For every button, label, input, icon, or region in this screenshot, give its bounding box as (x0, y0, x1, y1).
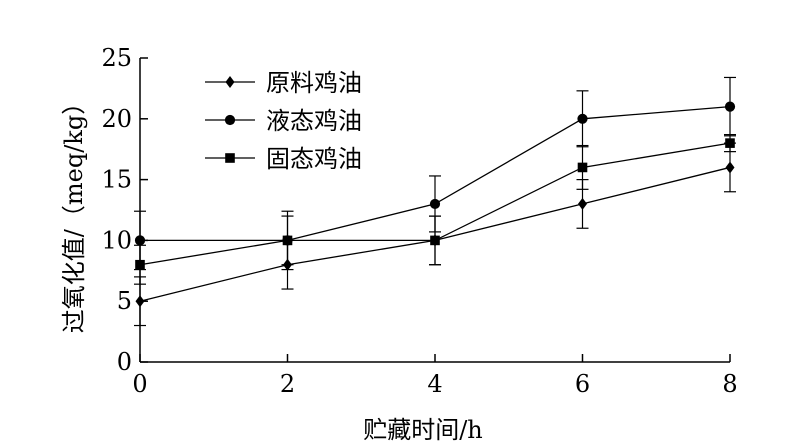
data-point-square-marker (577, 162, 588, 173)
x-axis-title: 贮藏时间/h (363, 416, 483, 444)
data-point-circle-marker (577, 113, 588, 124)
y-tick-label: 10 (101, 226, 132, 254)
x-tick-label: 6 (575, 370, 590, 398)
x-tick-label: 0 (132, 370, 147, 398)
data-point-diamond-marker (725, 161, 735, 174)
y-tick-label: 25 (101, 44, 132, 72)
legend-item: 固态鸡油 (205, 145, 362, 173)
y-tick-label: 5 (117, 287, 132, 315)
y-axis: 0 5 10 15 20 25 (101, 44, 148, 376)
legend-circle-marker (224, 114, 236, 126)
data-point-circle-marker (429, 198, 441, 210)
legend-diamond-marker (225, 76, 235, 88)
y-tick-label: 0 (117, 348, 132, 376)
x-tick-label: 8 (722, 370, 737, 398)
data-point-square-marker (282, 235, 293, 246)
data-point-square-marker (725, 138, 735, 148)
legend-item: 原料鸡油 (205, 69, 362, 97)
data-point-square-marker (430, 235, 440, 246)
data-point-diamond-marker (578, 197, 587, 210)
legend-label: 原料鸡油 (266, 69, 362, 97)
x-tick-label: 2 (280, 370, 295, 398)
y-axis-title: 过氧化值/（meq/kg） (60, 91, 88, 333)
legend-label: 液态鸡油 (266, 107, 362, 135)
legend-item: 液态鸡油 (205, 107, 362, 135)
data-point-circle-marker (134, 235, 146, 246)
y-tick-label: 20 (101, 105, 132, 133)
legend-label: 固态鸡油 (266, 145, 362, 173)
data-point-circle-marker (724, 101, 736, 112)
data-point-square-marker (135, 259, 145, 270)
data-point-diamond-marker (135, 295, 145, 308)
legend-square-marker (225, 153, 235, 163)
y-tick-label: 15 (101, 166, 132, 194)
x-tick-label: 4 (427, 370, 442, 398)
series-3 (134, 134, 736, 285)
x-axis: 0 2 4 6 8 (132, 354, 738, 398)
plot-area (134, 76, 736, 327)
